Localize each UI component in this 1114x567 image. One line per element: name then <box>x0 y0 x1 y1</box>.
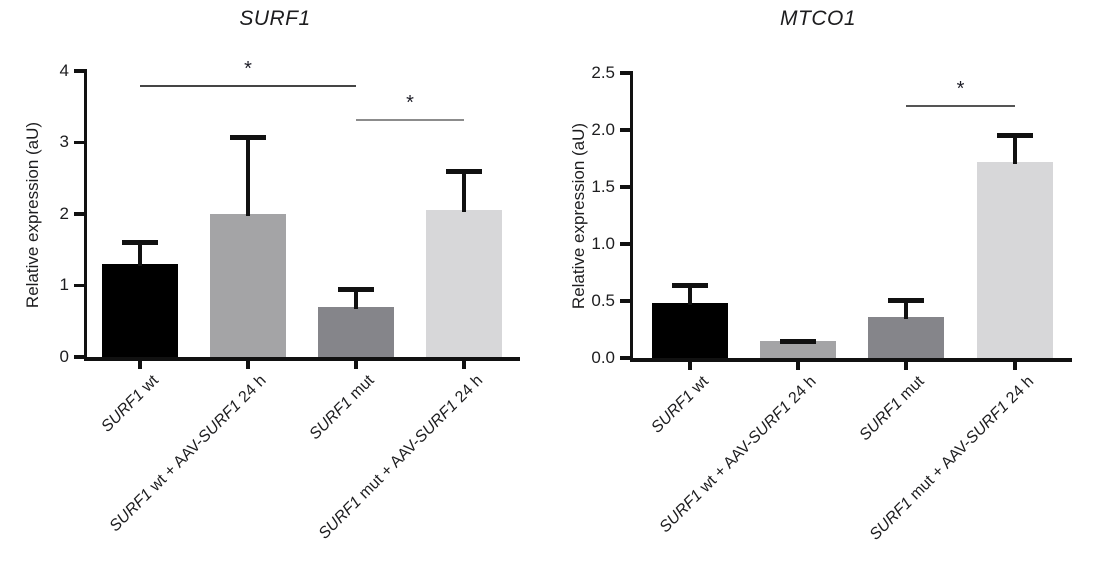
x-axis-line <box>629 358 1072 362</box>
y-tick-label: 0.5 <box>591 290 615 310</box>
bar <box>318 306 394 357</box>
y-tick-label: 0 <box>59 346 69 366</box>
error-bar <box>461 168 467 213</box>
error-cap <box>230 135 266 141</box>
bar <box>652 303 728 358</box>
error-cap <box>446 168 482 174</box>
error-cap <box>672 282 708 288</box>
y-tick-label: 2.0 <box>591 119 615 139</box>
x-tick-label-segment: 24 h <box>232 372 271 410</box>
y-tick <box>73 355 84 359</box>
error-bar <box>903 297 909 319</box>
x-tick-label-segment: SURF1 <box>315 493 365 543</box>
error-cap <box>888 297 924 303</box>
bar <box>210 214 286 357</box>
y-axis-line <box>629 71 633 361</box>
x-tick-label-segment: SURF1 <box>648 387 698 437</box>
x-tick <box>904 361 908 370</box>
y-tick-label: 1.5 <box>591 176 615 196</box>
x-tick-label-segment: SURF1 <box>866 494 916 544</box>
y-tick-label: 3 <box>59 132 69 151</box>
chart-title: MTCO1 <box>780 7 856 30</box>
chart-title: SURF1 <box>239 7 311 30</box>
y-tick-label: 0.0 <box>591 347 615 367</box>
significance-asterisk: * <box>244 58 252 81</box>
error-cap <box>997 133 1033 139</box>
x-tick <box>796 361 800 370</box>
x-tick-label-segment: mut + AAV- <box>352 434 424 506</box>
y-tick-label: 1.0 <box>591 233 615 253</box>
error-bar <box>1012 133 1018 164</box>
y-tick <box>73 212 84 216</box>
x-tick-label-segment: SURF1 <box>656 486 707 537</box>
x-tick-label-segment: mut <box>343 372 379 407</box>
x-tick <box>1013 361 1017 370</box>
bar <box>868 316 944 358</box>
y-tick <box>619 356 630 360</box>
x-tick-label-segment: SURF1 <box>856 395 907 445</box>
x-axis-line <box>83 357 520 361</box>
error-bar <box>137 240 143 267</box>
y-tick <box>619 185 630 189</box>
y-tick <box>619 128 630 132</box>
significance-line <box>140 85 356 88</box>
x-tick-label-segment: SURF1 <box>106 485 157 536</box>
bar <box>426 210 502 357</box>
y-tick <box>619 299 630 303</box>
x-tick-label-segment: mut <box>893 373 929 408</box>
x-tick-label: SURF1 wt <box>98 372 162 436</box>
x-tick-label: SURF1 wt <box>648 373 712 437</box>
x-tick <box>354 360 358 369</box>
x-tick-label-segment: wt + AAV- <box>694 435 758 499</box>
y-tick-label: 4 <box>59 60 69 80</box>
bar <box>102 264 178 357</box>
y-tick-label: 2 <box>59 203 69 223</box>
x-tick-label: SURF1 mut <box>857 373 929 445</box>
y-tick-label: 2.5 <box>591 62 615 82</box>
significance-asterisk: * <box>956 77 965 100</box>
error-bar <box>353 286 359 309</box>
bar <box>977 161 1053 358</box>
x-tick-label-segment: SURF1 <box>195 397 245 447</box>
y-tick <box>73 283 84 288</box>
x-tick <box>462 360 466 369</box>
x-tick-label: SURF1 mut <box>307 372 379 444</box>
y-axis-line <box>83 69 87 360</box>
x-tick-label-segment: wt + AAV- <box>144 434 208 498</box>
x-tick <box>246 360 250 369</box>
significance-line <box>906 104 1015 107</box>
y-tick <box>619 242 630 246</box>
bar <box>760 340 836 358</box>
error-cap <box>338 286 374 292</box>
y-tick <box>73 69 84 73</box>
x-tick-label-segment: SURF1 <box>306 394 357 444</box>
error-cap <box>780 338 816 344</box>
error-bar <box>687 282 693 306</box>
x-tick-label-segment: SURF1 <box>745 398 795 448</box>
x-tick <box>138 360 142 369</box>
x-tick-label-segment: mut + AAV- <box>903 435 975 507</box>
x-tick <box>688 361 692 370</box>
y-tick <box>73 140 84 145</box>
error-bar <box>245 135 251 216</box>
x-tick-label-segment: SURF1 <box>98 386 148 436</box>
error-cap <box>122 240 158 246</box>
x-tick-label-segment: SURF1 <box>411 397 461 447</box>
x-tick-label-segment: 24 h <box>782 373 821 411</box>
significance-line <box>356 118 464 121</box>
y-tick <box>619 71 630 75</box>
significance-asterisk: * <box>406 91 414 114</box>
y-tick-label: 1 <box>59 275 69 294</box>
x-tick-label-segment: SURF1 <box>962 398 1012 448</box>
